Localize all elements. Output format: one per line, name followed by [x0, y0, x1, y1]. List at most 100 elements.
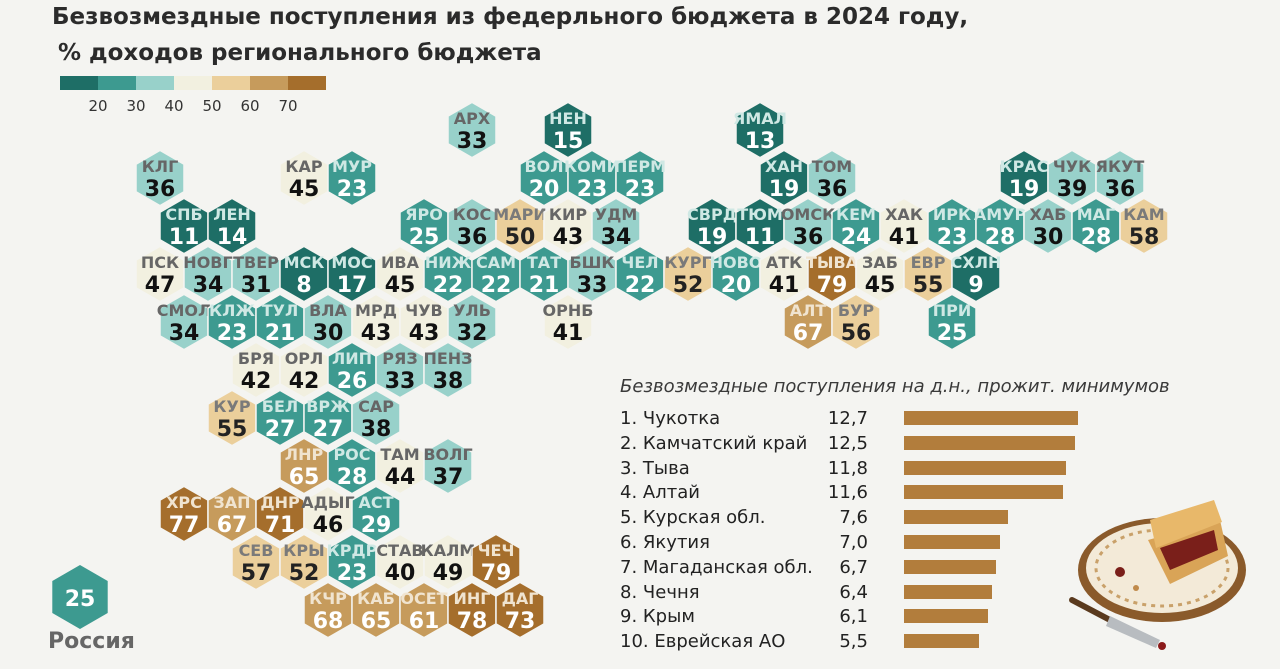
region-hex-shape: [135, 149, 185, 207]
ranking-rank: 4.: [620, 482, 643, 504]
region-value: 78: [457, 609, 488, 634]
region-value: 41: [889, 225, 920, 250]
region-value: 19: [697, 225, 728, 250]
region-abbr: АСТ: [358, 493, 393, 512]
region-abbr: ПРИ: [933, 301, 972, 320]
region-value: 30: [313, 321, 344, 346]
region-value: 71: [265, 513, 296, 538]
region-value: 55: [913, 273, 944, 298]
region-hex-shape: [471, 533, 521, 591]
ranking-rank: 2.: [620, 432, 643, 454]
region-abbr: ПЕРМ: [614, 157, 666, 176]
region-abbr: ТАТ: [527, 253, 561, 272]
region-abbr: СХЛН: [951, 253, 1002, 272]
region-value: 13: [745, 129, 776, 154]
ranking-value: 7,6: [839, 507, 868, 529]
region-value: 33: [385, 369, 416, 394]
region-abbr: КАР: [285, 157, 322, 176]
region-abbr: ЛНР: [285, 445, 324, 464]
russia-hex: [52, 565, 108, 629]
region-abbr: КУР: [213, 397, 250, 416]
legend-swatch: [136, 76, 174, 90]
region-value: 52: [289, 561, 320, 586]
ranking-bar: [904, 609, 988, 624]
region-abbr: ЗАП: [213, 493, 250, 512]
russia-value: 25: [65, 587, 96, 612]
ranking-rank: 10.: [620, 631, 655, 653]
region-hex-shape: [735, 101, 785, 159]
ranking-rank: 5.: [620, 507, 643, 529]
region-abbr: ИРК: [933, 205, 971, 224]
ranking-title: Безвозмездные поступления на д.н., прожи…: [620, 376, 1170, 397]
region-abbr: КЧР: [309, 589, 347, 608]
region-value: 27: [313, 417, 344, 442]
region-value: 58: [1129, 225, 1160, 250]
ranking-value: 11,6: [827, 482, 868, 504]
region-hex-shape: [807, 149, 857, 207]
region-abbr: БЕЛ: [262, 397, 298, 416]
legend-swatch: [60, 76, 98, 90]
ranking-value: 12,7: [827, 408, 868, 429]
region-abbr: КЛГ: [142, 157, 179, 176]
region-value: 68: [313, 609, 344, 634]
region-value: 45: [289, 177, 320, 202]
region-value: 37: [433, 465, 464, 490]
ranking-region: Камчатский край: [642, 432, 808, 454]
region-abbr: ДНР: [260, 493, 300, 512]
region-abbr: ТАМ: [380, 445, 419, 464]
ranking-rank: 9.: [620, 606, 643, 628]
region-value: 44: [385, 465, 416, 490]
region-value: 34: [169, 321, 200, 346]
ranking-value: 6,7: [839, 556, 868, 578]
ranking-bar: [904, 634, 980, 649]
ranking-value: 11,8: [827, 457, 868, 479]
region-value: 43: [409, 321, 440, 346]
region-value: 23: [337, 177, 368, 202]
ranking-entry-name: 10. Еврейская АО: [620, 631, 785, 652]
region-abbr: ТЮМ: [737, 205, 783, 224]
region-abbr: ОРНБ: [543, 301, 594, 320]
region-abbr: БРЯ: [238, 349, 274, 368]
region-hex-shape: [351, 485, 401, 543]
region-value: 42: [289, 369, 320, 394]
region-value: 25: [937, 321, 968, 346]
region-abbr: КЕМ: [836, 205, 876, 224]
region-value: 14: [217, 225, 248, 250]
region-value: 43: [361, 321, 392, 346]
region-abbr: ОМСК: [781, 205, 835, 224]
region-abbr: ТОМ: [812, 157, 852, 176]
region-value: 52: [673, 273, 704, 298]
region-hex-shape: [951, 245, 1001, 303]
region-abbr: ОСЕТ: [400, 589, 447, 608]
region-hex-shape: [927, 293, 977, 351]
ranking-entry-name: 4. Алтай: [620, 482, 700, 503]
region-value: 56: [841, 321, 872, 346]
region-abbr: КОМИ: [564, 157, 620, 176]
ranking-entry-name: 5. Курская обл.: [620, 507, 765, 528]
